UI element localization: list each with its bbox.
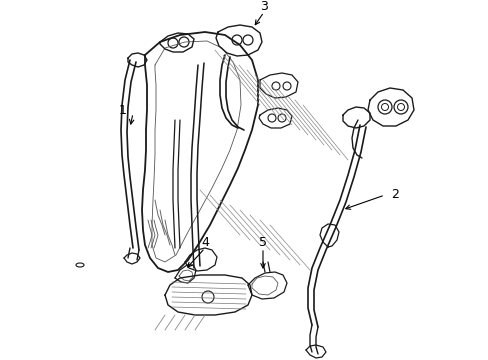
Text: 1: 1 xyxy=(119,104,127,117)
Text: 3: 3 xyxy=(260,0,267,13)
Text: 5: 5 xyxy=(259,235,266,248)
Text: 4: 4 xyxy=(201,235,208,248)
Text: 2: 2 xyxy=(390,189,398,202)
